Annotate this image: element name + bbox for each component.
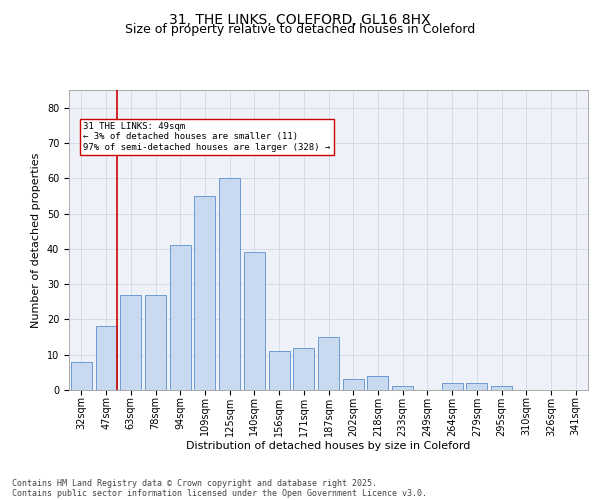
- Bar: [95, 326, 116, 390]
- Bar: [120, 294, 141, 390]
- Bar: [367, 376, 388, 390]
- Bar: [442, 383, 463, 390]
- Bar: [269, 351, 290, 390]
- Bar: [293, 348, 314, 390]
- Bar: [170, 246, 191, 390]
- Bar: [318, 337, 339, 390]
- Bar: [194, 196, 215, 390]
- Text: 31, THE LINKS, COLEFORD, GL16 8HX: 31, THE LINKS, COLEFORD, GL16 8HX: [169, 12, 431, 26]
- Text: Contains HM Land Registry data © Crown copyright and database right 2025.: Contains HM Land Registry data © Crown c…: [12, 478, 377, 488]
- Bar: [219, 178, 240, 390]
- X-axis label: Distribution of detached houses by size in Coleford: Distribution of detached houses by size …: [187, 441, 470, 451]
- Bar: [244, 252, 265, 390]
- Bar: [466, 383, 487, 390]
- Bar: [145, 294, 166, 390]
- Bar: [71, 362, 92, 390]
- Y-axis label: Number of detached properties: Number of detached properties: [31, 152, 41, 328]
- Bar: [392, 386, 413, 390]
- Bar: [491, 386, 512, 390]
- Bar: [343, 380, 364, 390]
- Text: Contains public sector information licensed under the Open Government Licence v3: Contains public sector information licen…: [12, 488, 427, 498]
- Text: 31 THE LINKS: 49sqm
← 3% of detached houses are smaller (11)
97% of semi-detache: 31 THE LINKS: 49sqm ← 3% of detached hou…: [83, 122, 331, 152]
- Text: Size of property relative to detached houses in Coleford: Size of property relative to detached ho…: [125, 24, 475, 36]
